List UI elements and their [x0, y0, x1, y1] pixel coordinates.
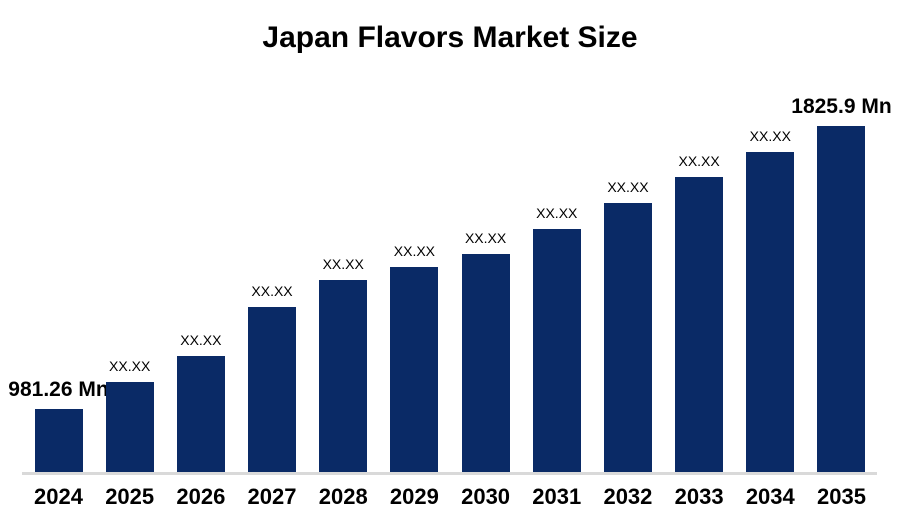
bar-2028: [319, 280, 368, 472]
bar-value-label-2030: XX.XX: [464, 230, 507, 246]
x-tick-label-2027: 2027: [247, 484, 297, 509]
x-axis-line: [22, 472, 877, 475]
x-tick-label-2026: 2026: [176, 484, 226, 509]
bar-2026: [176, 356, 225, 472]
bar-2025: [105, 382, 154, 472]
x-tick-label-2028: 2028: [318, 484, 368, 509]
bar-value-label-2033: XX.XX: [678, 153, 720, 169]
bar-2035: [817, 126, 866, 472]
bar-2024: [34, 409, 83, 472]
bar-2031: [532, 229, 581, 472]
x-tick-label-2031: 2031: [532, 484, 582, 509]
x-tick-label-2034: 2034: [745, 484, 795, 509]
bar-2032: [603, 203, 652, 472]
x-tick-label-2032: 2032: [603, 484, 653, 509]
bar-value-label-2029: XX.XX: [393, 243, 436, 259]
bar-value-label-2027: XX.XX: [251, 283, 293, 299]
bar-2030: [461, 254, 510, 472]
bar-value-label-2024: 981.26 Mn: [8, 378, 109, 401]
bar-value-label-2026: XX.XX: [180, 332, 222, 348]
bar-value-label-2028: XX.XX: [322, 256, 364, 272]
x-tick-label-2025: 2025: [105, 484, 155, 509]
x-tick-label-2035: 2035: [816, 484, 866, 509]
bar-value-label-2035: 1825.9 Mn: [791, 95, 892, 118]
x-tick-label-2030: 2030: [461, 484, 511, 509]
bar-2027: [248, 307, 297, 472]
bar-2033: [675, 177, 724, 472]
bar-2029: [390, 267, 439, 472]
bar-value-label-2031: XX.XX: [536, 205, 578, 221]
bar-value-label-2032: XX.XX: [607, 179, 649, 195]
x-tick-label-2029: 2029: [389, 484, 439, 509]
x-tick-label-2033: 2033: [674, 484, 724, 509]
bar-2034: [746, 152, 795, 472]
bar-value-label-2034: XX.XX: [749, 128, 791, 144]
chart-title: Japan Flavors Market Size: [262, 21, 638, 54]
x-tick-label-2024: 2024: [34, 484, 83, 509]
bar-value-label-2025: XX.XX: [109, 358, 151, 374]
